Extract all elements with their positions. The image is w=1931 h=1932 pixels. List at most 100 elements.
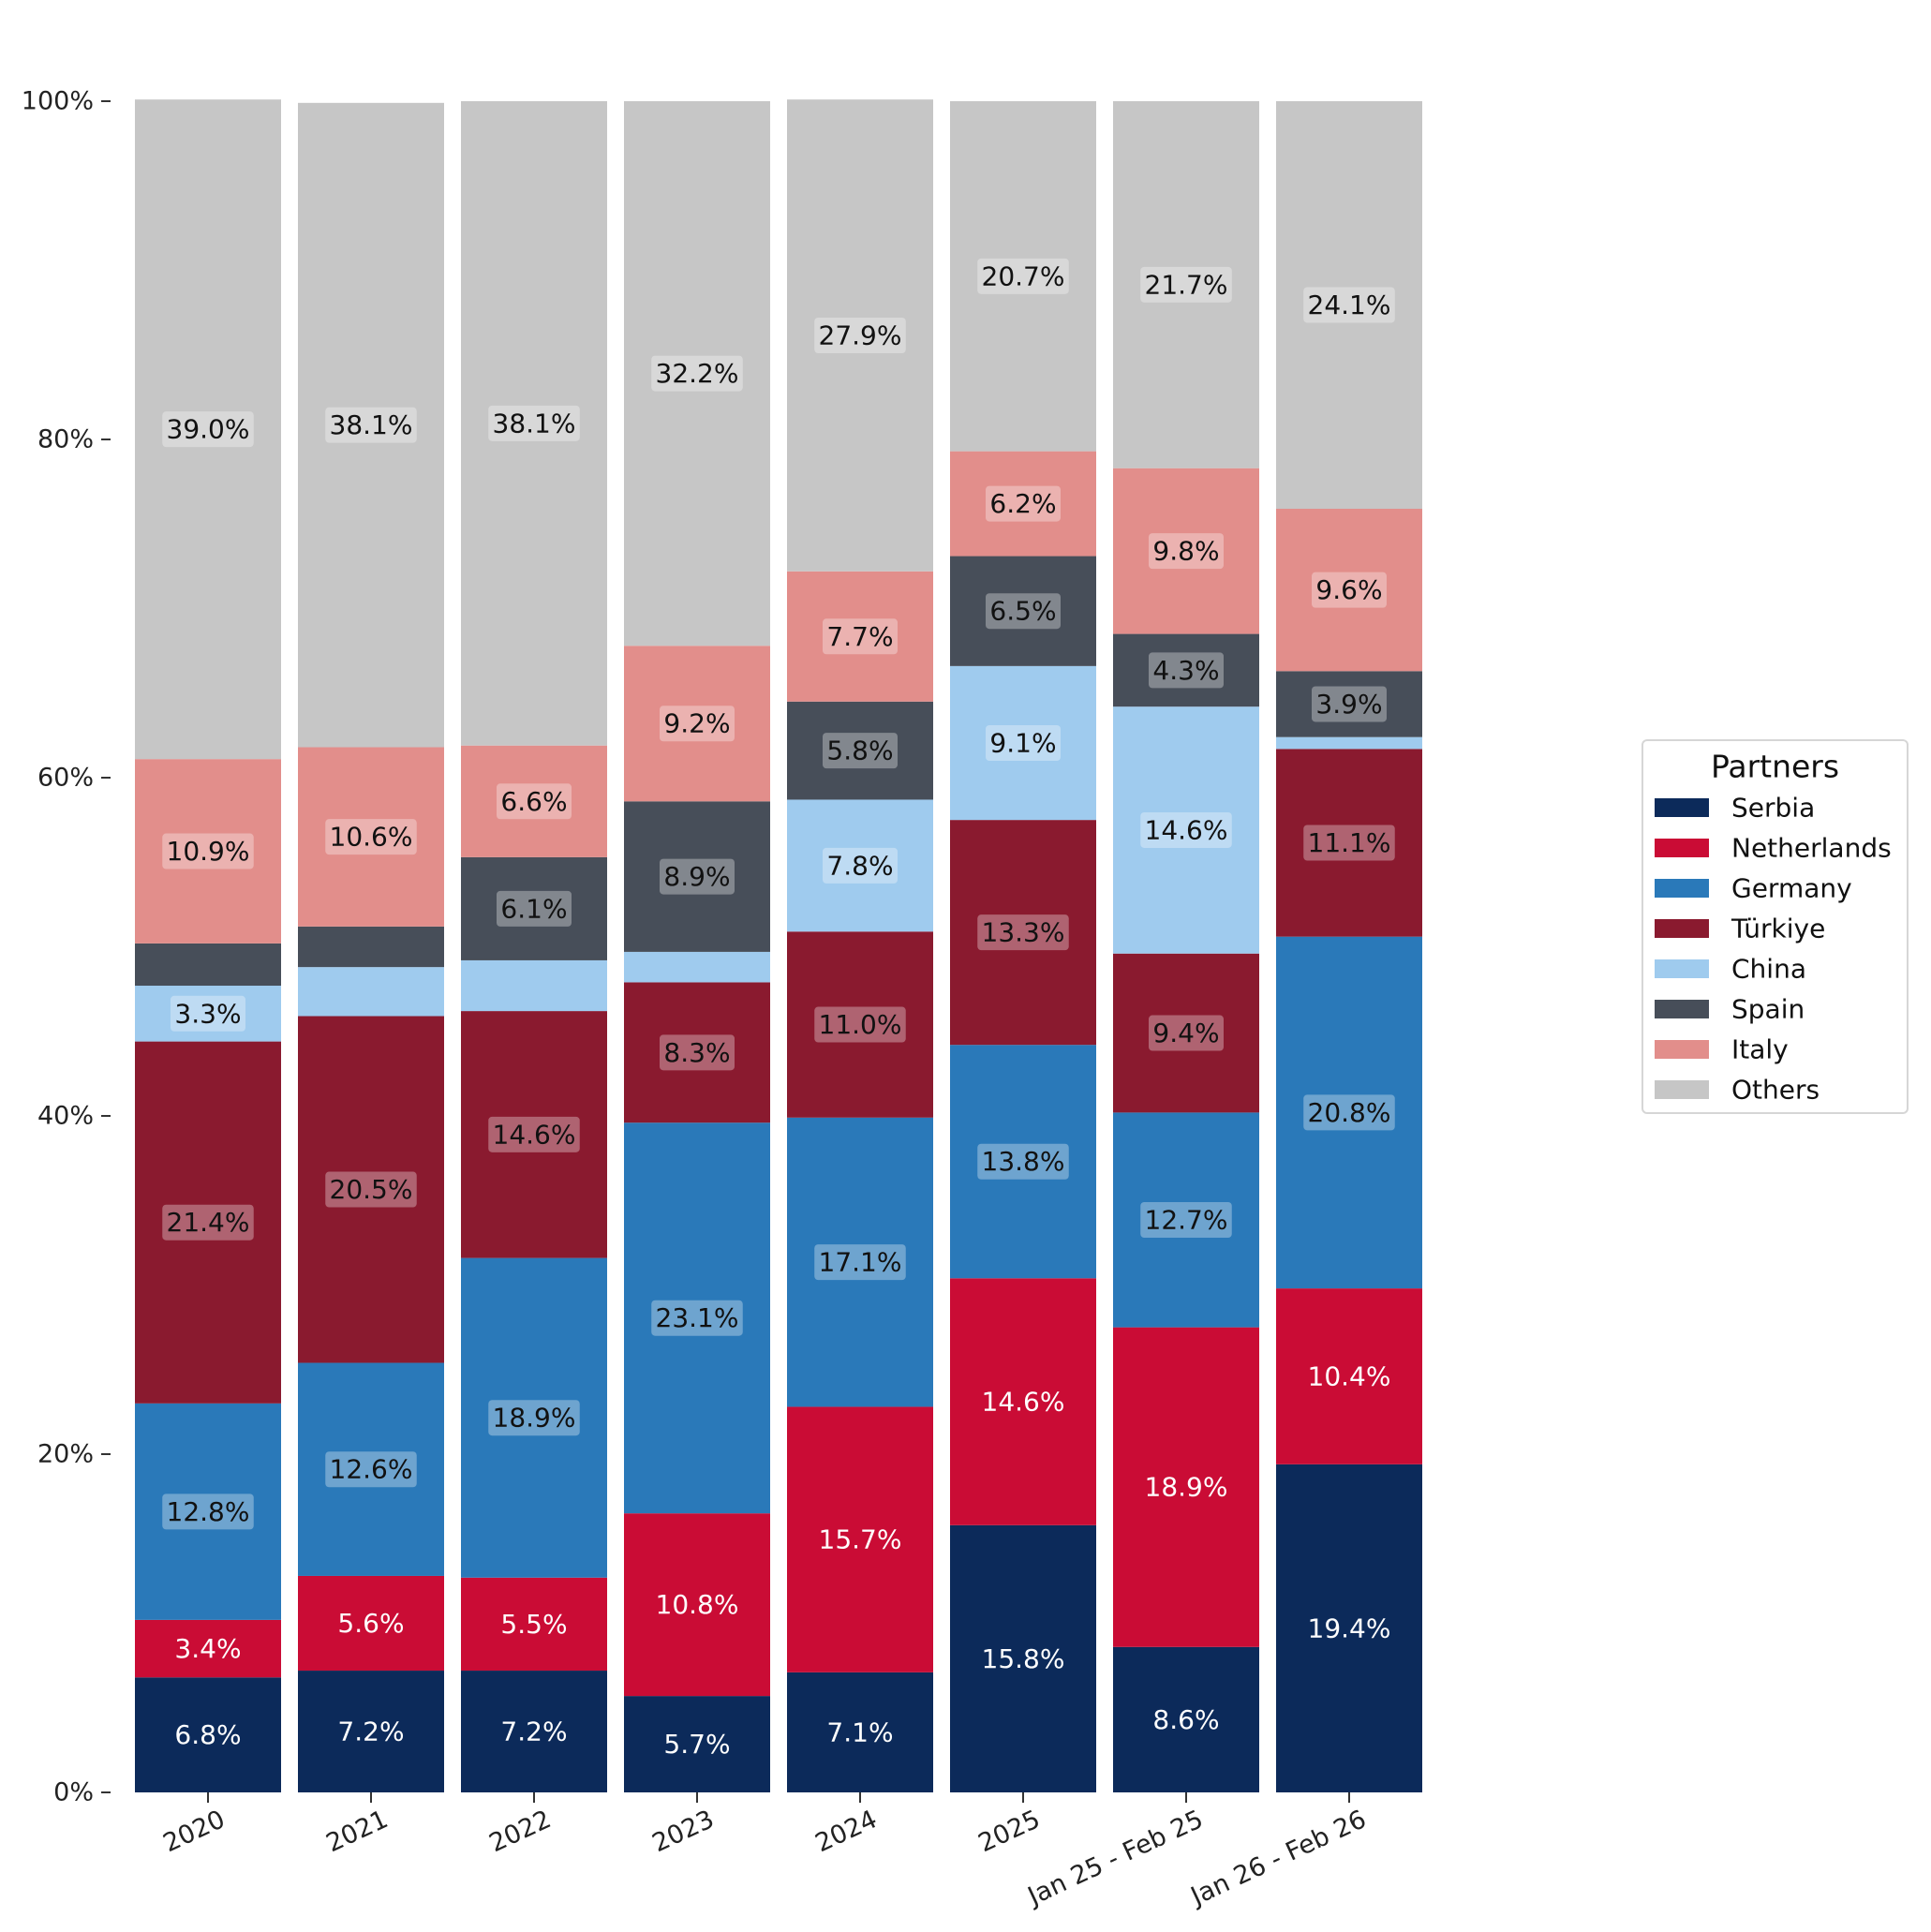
segment-label-box bbox=[651, 355, 743, 392]
segment-label-box bbox=[651, 1300, 743, 1336]
bar-segment-t-rkiye-jan-25-feb-25 bbox=[1113, 953, 1259, 1113]
bar-segment-germany-2023 bbox=[624, 1122, 770, 1514]
bar-segment-italy-jan-25-feb-25 bbox=[1113, 468, 1259, 634]
segment-label-box bbox=[162, 1494, 254, 1530]
segment-label-serbia-2024: 7.1% bbox=[826, 1717, 893, 1747]
segment-label-germany-jan-25-feb-25: 12.7% bbox=[1140, 1202, 1232, 1239]
bar-segment-t-rkiye-2021 bbox=[298, 1016, 444, 1363]
segment-label-text: 14.6% bbox=[493, 1119, 576, 1150]
segment-label-netherlands-jan-26-feb-26: 10.4% bbox=[1308, 1360, 1391, 1391]
segment-label-spain-jan-25-feb-25: 4.3% bbox=[1149, 652, 1224, 689]
segment-label-text: 17.1% bbox=[819, 1247, 902, 1278]
bar-segment-spain-2024 bbox=[787, 701, 933, 800]
segment-label-box bbox=[162, 833, 254, 869]
segment-label-box bbox=[497, 783, 572, 820]
segment-label-text: 7.8% bbox=[826, 850, 893, 881]
segment-label-text: 4.3% bbox=[1152, 655, 1219, 686]
bar-segment-italy-2024 bbox=[787, 571, 933, 702]
bar-segment-netherlands-2021 bbox=[298, 1575, 444, 1672]
bar-segment-netherlands-2020 bbox=[135, 1619, 281, 1678]
x-tick-label: 2025 bbox=[974, 1805, 1045, 1858]
segment-label-others-2025: 20.7% bbox=[977, 258, 1069, 294]
segment-label-text: 15.8% bbox=[982, 1643, 1065, 1674]
legend-label: Others bbox=[1731, 1075, 1820, 1106]
segment-label-italy-2020: 10.9% bbox=[162, 833, 254, 869]
segment-label-box bbox=[660, 706, 735, 742]
bars-layer bbox=[135, 99, 1422, 1792]
segment-label-t-rkiye-jan-26-feb-26: 11.1% bbox=[1303, 825, 1395, 861]
segment-label-text: 9.8% bbox=[1152, 536, 1219, 567]
legend-item-serbia: Serbia bbox=[1655, 793, 1815, 824]
segment-label-text: 20.7% bbox=[982, 260, 1065, 291]
segment-label-box bbox=[1149, 533, 1224, 570]
segment-label-italy-2024: 7.7% bbox=[823, 618, 898, 655]
segment-label-spain-2025: 6.5% bbox=[986, 593, 1061, 630]
segment-label-text: 6.1% bbox=[500, 893, 567, 924]
segment-label-box bbox=[814, 1244, 906, 1281]
segment-label-box bbox=[986, 724, 1061, 761]
bar-segment-t-rkiye-2025 bbox=[950, 820, 1096, 1046]
segment-label-text: 20.8% bbox=[1308, 1097, 1391, 1128]
segment-label-box bbox=[488, 1400, 580, 1436]
segment-label-text: 39.0% bbox=[167, 414, 250, 445]
segment-label-spain-2023: 8.9% bbox=[660, 858, 735, 895]
segment-label-text: 27.9% bbox=[819, 320, 902, 350]
segment-label-serbia-2023: 5.7% bbox=[663, 1729, 730, 1760]
bar-segment-spain-2022 bbox=[461, 856, 607, 960]
segment-label-text: 7.1% bbox=[826, 1717, 893, 1747]
segment-label-netherlands-jan-25-feb-25: 18.9% bbox=[1145, 1472, 1228, 1503]
segment-label-text: 5.7% bbox=[663, 1729, 730, 1760]
segment-label-serbia-jan-26-feb-26: 19.4% bbox=[1308, 1612, 1391, 1643]
segment-label-text: 6.8% bbox=[174, 1719, 241, 1750]
bar-segment-china-2023 bbox=[624, 951, 770, 983]
segment-label-text: 7.2% bbox=[500, 1717, 567, 1747]
segment-label-box bbox=[488, 1116, 580, 1152]
bar-segment-others-2025 bbox=[950, 101, 1096, 452]
segment-label-box bbox=[823, 618, 898, 655]
segment-label-netherlands-2022: 5.5% bbox=[500, 1609, 567, 1640]
bar-segment-t-rkiye-2022 bbox=[461, 1011, 607, 1258]
segment-label-box bbox=[977, 914, 1069, 951]
segment-label-t-rkiye-jan-25-feb-25: 9.4% bbox=[1149, 1015, 1224, 1051]
segment-label-spain-2024: 5.8% bbox=[823, 733, 898, 769]
segment-label-others-2020: 39.0% bbox=[162, 411, 254, 448]
segment-label-germany-2022: 18.9% bbox=[488, 1400, 580, 1436]
segment-label-box bbox=[977, 258, 1069, 294]
bar-segment-china-2021 bbox=[298, 967, 444, 1017]
segment-label-italy-2021: 10.6% bbox=[325, 819, 417, 855]
segment-label-text: 5.5% bbox=[500, 1609, 567, 1640]
bar-segment-italy-2021 bbox=[298, 747, 444, 927]
segment-label-box bbox=[1303, 287, 1395, 323]
segment-label-box bbox=[162, 411, 254, 448]
segment-label-text: 20.5% bbox=[330, 1174, 413, 1205]
segment-label-text: 10.4% bbox=[1308, 1360, 1391, 1391]
segment-label-text: 9.1% bbox=[989, 727, 1056, 758]
segment-label-china-2025: 9.1% bbox=[986, 724, 1061, 761]
bar-segment-serbia-jan-25-feb-25 bbox=[1113, 1646, 1259, 1792]
bar-segment-germany-2021 bbox=[298, 1362, 444, 1576]
segment-label-text: 15.7% bbox=[819, 1524, 902, 1555]
segment-label-text: 6.5% bbox=[989, 596, 1056, 627]
legend-swatch bbox=[1655, 798, 1709, 817]
segment-label-germany-2020: 12.8% bbox=[162, 1494, 254, 1530]
segment-label-text: 14.6% bbox=[982, 1387, 1065, 1418]
segment-label-italy-2023: 9.2% bbox=[660, 706, 735, 742]
segment-label-netherlands-2024: 15.7% bbox=[819, 1524, 902, 1555]
segment-label-text: 8.9% bbox=[663, 861, 730, 892]
bar-segment-germany-2020 bbox=[135, 1403, 281, 1620]
legend-swatch bbox=[1655, 1080, 1709, 1099]
legend-item-netherlands: Netherlands bbox=[1655, 833, 1892, 864]
x-tick-label: 2023 bbox=[648, 1805, 719, 1858]
legend-swatch bbox=[1655, 959, 1709, 978]
segment-label-netherlands-2025: 14.6% bbox=[982, 1387, 1065, 1418]
bar-segment-serbia-2021 bbox=[298, 1671, 444, 1792]
segment-label-box bbox=[497, 890, 572, 927]
segment-label-box bbox=[660, 858, 735, 895]
bar-segment-spain-jan-26-feb-26 bbox=[1276, 671, 1422, 737]
bar-segment-italy-2023 bbox=[624, 646, 770, 802]
segment-label-box bbox=[1303, 825, 1395, 861]
segment-label-china-jan-25-feb-25: 14.6% bbox=[1140, 811, 1232, 848]
bar-segment-netherlands-jan-26-feb-26 bbox=[1276, 1288, 1422, 1464]
segment-label-text: 11.1% bbox=[1308, 827, 1391, 858]
segment-label-text: 21.4% bbox=[167, 1207, 250, 1238]
